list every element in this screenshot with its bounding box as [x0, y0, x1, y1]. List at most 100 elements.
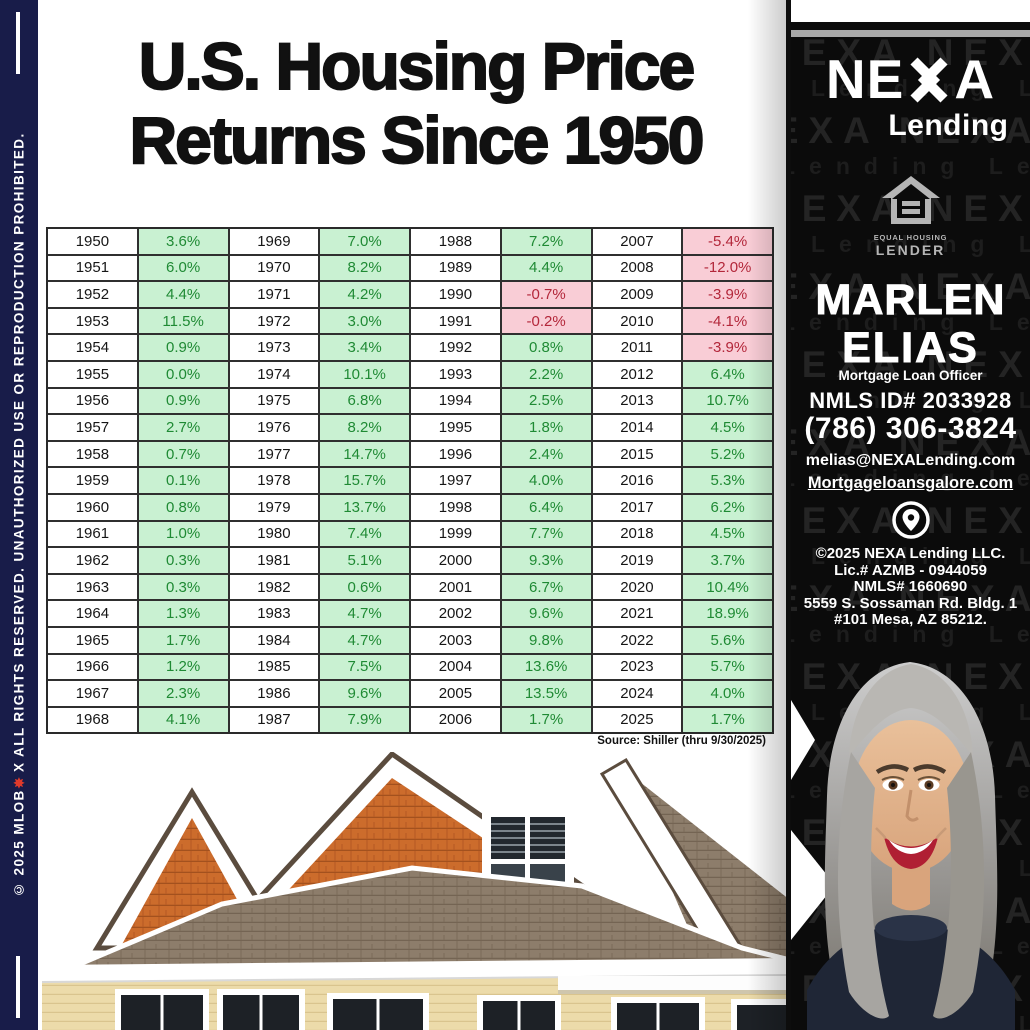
return-cell: 0.8%: [501, 335, 591, 360]
strip-dash: [16, 956, 20, 1018]
return-cell: 7.0%: [320, 229, 409, 254]
year-cell: 2003: [411, 627, 500, 653]
year-cell: 2019: [592, 548, 682, 573]
year-cell: 2017: [592, 494, 682, 520]
return-cell: 0.1%: [138, 468, 228, 493]
year-cell: 1986: [229, 681, 319, 706]
copyright-text: © 2025 MLOB ✸ X ALL RIGHTS RESERVED. UNAUT…: [0, 0, 38, 1030]
return-cell: 4.7%: [320, 601, 409, 626]
source-note: Source: Shiller (thru 9/30/2025): [597, 735, 766, 747]
year-cell: 1996: [411, 441, 500, 467]
year-cell: 1985: [229, 654, 319, 680]
year-cell: 1991: [411, 308, 500, 334]
location-pin-icon: [891, 501, 930, 539]
return-cell: 5.7%: [683, 654, 772, 680]
eyebrow: [912, 764, 947, 774]
return-cell: 4.4%: [501, 255, 591, 281]
year-cell: 1997: [411, 468, 500, 493]
copyright-suffix: X ALL RIGHTS RESERVED. UNAUTHORIZED USE …: [11, 132, 27, 773]
mlobox-logo-icon: ✸: [11, 772, 26, 790]
nose: [905, 789, 919, 822]
return-cell: 1.7%: [683, 707, 772, 733]
return-cell: -3.9%: [683, 335, 772, 360]
return-cell: 7.9%: [320, 707, 409, 733]
year-cell: 1969: [229, 229, 319, 254]
year-cell: 1971: [229, 282, 319, 307]
year-cell: 2007: [592, 229, 682, 254]
house-photo: [42, 752, 790, 1030]
company-info: ©2025 NEXA Lending LLC. Lic.# AZMB - 094…: [791, 545, 1030, 629]
return-cell: 13.5%: [501, 681, 591, 706]
copyright-prefix: © 2025 MLOB: [11, 789, 27, 898]
strip-dash: [16, 12, 20, 74]
return-cell: 6.4%: [683, 361, 772, 387]
return-cell: 0.6%: [320, 574, 409, 600]
sidebar-content: NE A Lending EQUAL HOUSING LENDER MARLEN…: [791, 22, 1030, 1030]
title-line-1: U.S. Housing Price: [138, 28, 696, 104]
year-cell: 2015: [592, 441, 682, 467]
return-cell: -0.7%: [501, 282, 591, 307]
return-cell: 0.8%: [138, 494, 228, 520]
loan-officer-photo: [791, 662, 1015, 1030]
return-cell: 14.7%: [320, 441, 409, 467]
officer-nmls-id: NMLS ID# 2033928: [809, 388, 1012, 413]
equal-housing-icon: [881, 176, 940, 224]
return-cell: 0.9%: [138, 335, 228, 360]
location-pin-wrap: [791, 500, 1030, 545]
year-cell: 1992: [411, 335, 500, 360]
year-cell: 1968: [48, 707, 137, 733]
window-muntins: [160, 992, 660, 1030]
year-cell: 1963: [48, 574, 137, 600]
porch-beam-shadow: [558, 990, 790, 994]
year-cell: 1981: [229, 548, 319, 573]
return-cell: 0.3%: [138, 548, 228, 573]
return-cell: -12.0%: [683, 255, 772, 281]
return-cell: 2.2%: [501, 361, 591, 387]
brand-lending: Lending: [888, 109, 1009, 142]
return-cell: 9.6%: [320, 681, 409, 706]
officer-website-link[interactable]: Mortgageloansgalore.com: [807, 474, 1014, 492]
year-cell: 1951: [48, 255, 137, 281]
return-cell: 3.0%: [320, 308, 409, 334]
return-cell: 6.4%: [501, 494, 591, 520]
company-line: #101 Mesa, AZ 85212.: [834, 611, 987, 628]
return-cell: 4.0%: [683, 681, 772, 706]
return-cell: 13.7%: [320, 494, 409, 520]
year-cell: 1990: [411, 282, 500, 307]
return-cell: 1.0%: [138, 521, 228, 547]
sidebar-border: [786, 0, 791, 1030]
year-cell: 1979: [229, 494, 319, 520]
year-cell: 2022: [592, 627, 682, 653]
return-cell: 5.1%: [320, 548, 409, 573]
year-cell: 1988: [411, 229, 500, 254]
officer-first-name: MARLEN: [815, 276, 1006, 324]
year-cell: 2002: [411, 601, 500, 626]
year-cell: 1966: [48, 654, 137, 680]
officer-last-name: ELIAS: [842, 324, 979, 373]
equal-housing-lender: EQUAL HOUSING LENDER: [791, 174, 1030, 258]
company-line: NMLS# 1660690: [853, 578, 968, 595]
year-cell: 1962: [48, 548, 137, 573]
year-cell: 1982: [229, 574, 319, 600]
company-line: ©2025 NEXA Lending LLC.: [815, 545, 1006, 562]
return-cell: 4.5%: [683, 415, 772, 440]
return-cell: -3.9%: [683, 282, 772, 307]
house-ridge-trim: [42, 865, 790, 983]
year-cell: 1957: [48, 415, 137, 440]
year-cell: 1973: [229, 335, 319, 360]
year-cell: 1993: [411, 361, 500, 387]
year-cell: 2025: [592, 707, 682, 733]
return-cell: 10.4%: [683, 574, 772, 600]
return-cell: 1.8%: [501, 415, 591, 440]
officer-phone: (786) 306-3824: [804, 412, 1017, 445]
year-cell: 1967: [48, 681, 137, 706]
return-cell: 7.7%: [501, 521, 591, 547]
year-cell: 1980: [229, 521, 319, 547]
return-cell: 1.2%: [138, 654, 228, 680]
return-cell: 10.7%: [683, 388, 772, 414]
year-cell: 2018: [592, 521, 682, 547]
eyes: [881, 776, 941, 791]
officer-email-link[interactable]: melias@NEXALending.com: [805, 452, 1016, 469]
year-cell: 1959: [48, 468, 137, 493]
year-cell: 1956: [48, 388, 137, 414]
